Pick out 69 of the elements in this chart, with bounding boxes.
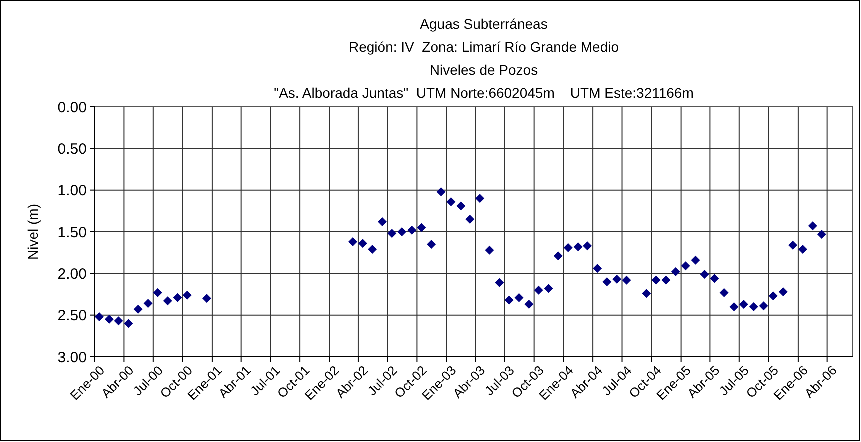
point [163,296,172,306]
chart-title: Aguas Subterráneas [420,16,548,32]
point [398,228,407,236]
point [495,278,504,288]
point [730,302,739,312]
point [466,215,475,224]
point [504,296,514,305]
point [358,239,368,248]
point [514,293,524,302]
point [622,276,632,285]
y-tick-label: 1.50 [58,224,87,242]
point [124,319,134,328]
point [476,194,485,204]
point [485,246,494,255]
y-tick-label: 1.00 [58,182,87,200]
point [94,312,104,322]
point [759,302,768,311]
point [104,315,114,324]
point [534,286,544,295]
point [671,268,680,276]
point [662,276,671,285]
point [739,300,748,309]
point [554,252,563,261]
point [817,230,826,239]
point [446,198,456,206]
point [427,240,436,249]
point [436,188,446,196]
point [642,289,652,298]
point [808,222,818,231]
y-tick-label: 2.50 [58,308,87,325]
point [153,288,162,298]
point [544,284,554,294]
point [144,299,153,308]
point [583,242,592,251]
point [778,288,788,296]
point [788,240,798,250]
point [417,223,426,232]
point [681,262,690,271]
y-axis-title: Nivel (m) [25,204,41,260]
point [720,288,729,298]
point [524,300,534,309]
point [456,202,466,211]
point [612,275,622,284]
point [182,290,192,300]
y-tick-label: 2.00 [58,266,87,283]
chart-subtitle: Región: IV Zona: Limarí Río Grande Medio Niveles de Pozos "As. Alborada Juntas" UTM Norte:6602045m UTM Este:321166m [274,39,694,101]
point [749,302,758,312]
point [652,276,661,285]
point [574,242,583,252]
point [368,245,378,254]
point [602,278,612,286]
y-tick-label: 0.00 [58,99,87,116]
point [202,294,212,304]
point [593,264,602,274]
point [700,270,710,279]
point [564,243,573,252]
point [710,274,720,284]
point [408,226,417,235]
point [348,238,358,246]
point [691,256,700,265]
point [378,218,388,226]
point [134,305,143,314]
y-tick-label: 0.50 [58,140,87,158]
point [388,229,397,238]
point [114,316,124,326]
y-tick-label: 3.00 [58,349,87,366]
point [768,292,778,301]
point [798,245,808,254]
point [173,293,182,302]
